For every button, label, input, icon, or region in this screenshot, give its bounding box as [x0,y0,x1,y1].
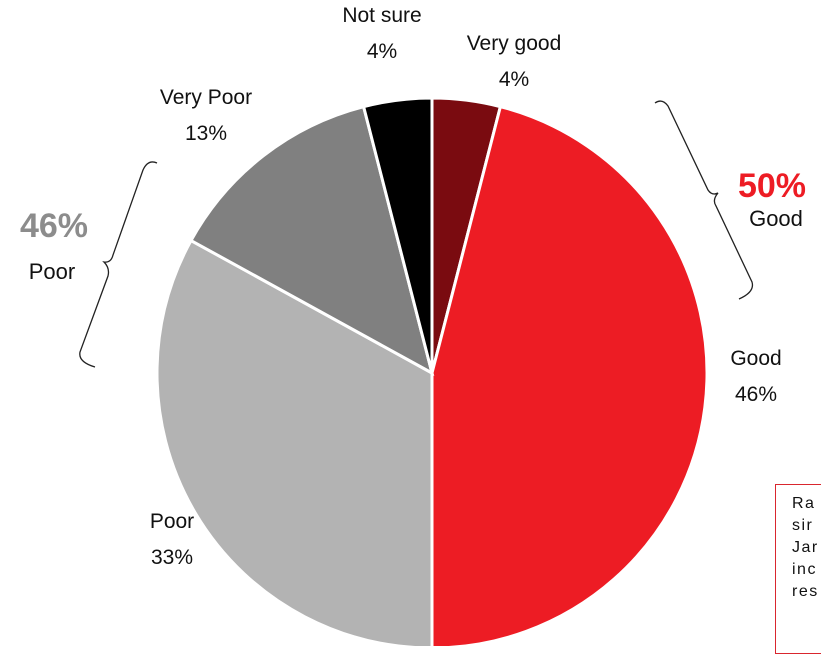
slice-category-label: Poor [150,510,194,533]
poor-group-brace [79,161,158,368]
poor-group-label: Poor [29,259,75,284]
pie-slice-very-poor [188,104,435,376]
good-group-pct: 50% [738,167,806,205]
slice-value-label: 46% [735,383,777,406]
slice-category-label: Good [730,347,781,370]
slice-value-label: 33% [151,546,193,569]
note-line: Jar [792,539,819,556]
pie-slice-not-sure [361,96,434,374]
pie-slice-good [430,104,709,646]
note-box: Ra sir Jar inc res [775,484,821,654]
slice-value-label: 4% [499,68,529,91]
poor-group-pct: 46% [20,207,88,245]
note-line: sir [792,517,814,534]
good-group-brace [654,100,754,300]
slice-category-label: Not sure [342,4,421,27]
note-line: res [792,583,819,600]
slice-category-label: Very good [467,32,562,55]
slice-labels: Very good 4% Good 46% Poor 33% Very Poor 13% Not… [150,4,782,569]
pie-slice-poor [155,238,434,646]
pie-slices [155,96,709,646]
note-line: Ra [792,495,816,512]
slice-value-label: 13% [185,122,227,145]
slice-category-label: Very Poor [160,86,252,109]
good-group-label: Good [749,206,803,231]
slice-value-label: 4% [367,40,397,63]
note-line: inc [792,561,817,578]
